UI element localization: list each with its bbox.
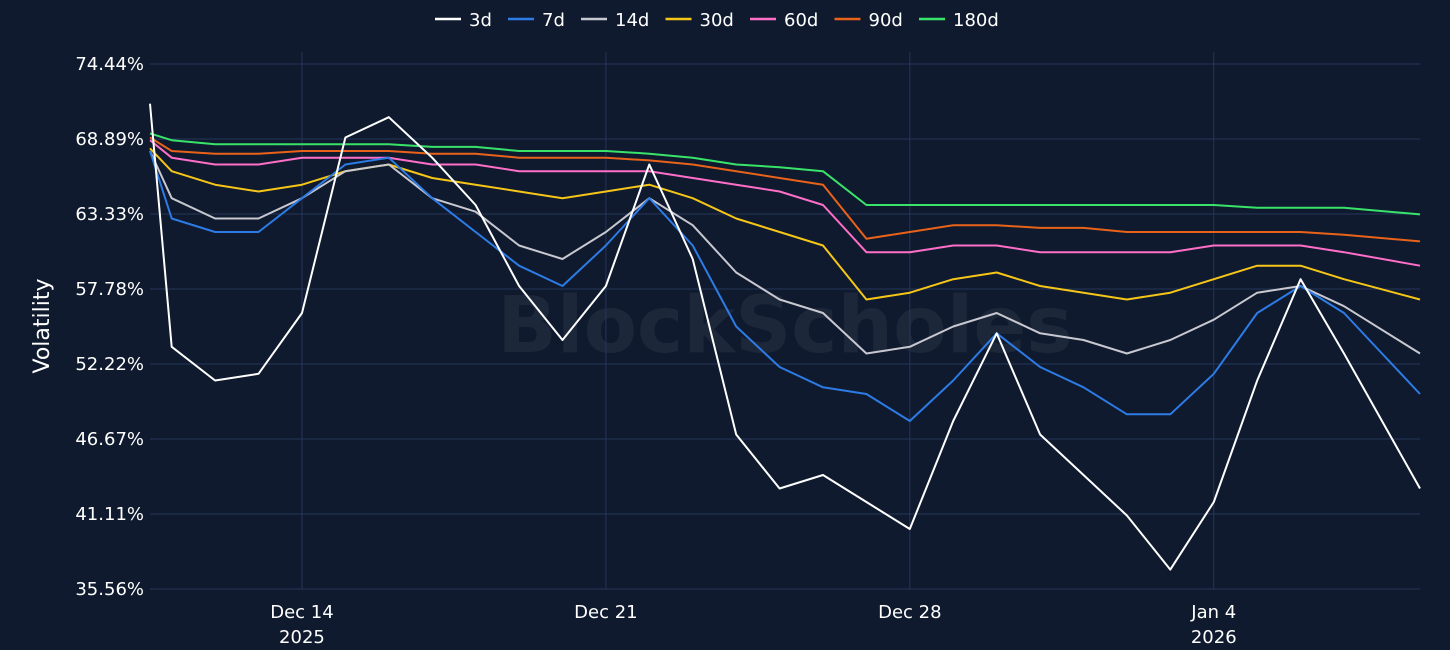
y-gridlines	[150, 63, 1420, 590]
watermark: BlockScholes	[497, 281, 1072, 371]
series-line-3d	[149, 103, 1421, 571]
y-axis-ticks: 35.56% 41.11% 46.67% 52.22% 57.78% 63.33% 68.8…	[75, 54, 144, 600]
legend-label-30d: 30d	[700, 10, 734, 31]
legend-label-7d: 7d	[542, 10, 565, 31]
x-axis-ticks: Dec 14 2025 Dec 21 Dec 28 Jan 4 2026	[270, 602, 1236, 648]
y-tick-label: 63.33%	[75, 204, 144, 225]
series-line-30d	[149, 147, 1421, 301]
y-tick-label: 52.22%	[75, 354, 144, 375]
series-line-180d	[149, 132, 1421, 216]
legend-label-60d: 60d	[784, 10, 818, 31]
x-tick-label: Dec 14	[270, 602, 333, 623]
x-tick-label: Dec 28	[878, 602, 941, 623]
y-tick-label: 74.44%	[75, 54, 144, 75]
y-axis-label: Volatility	[30, 278, 55, 373]
x-tick-label: Jan 4	[1190, 602, 1236, 623]
series-line-90d	[149, 136, 1421, 243]
x-tick-year-label: 2025	[279, 627, 325, 648]
legend-label-3d: 3d	[469, 10, 492, 31]
y-tick-label: 68.89%	[75, 129, 144, 150]
x-tick-label: Dec 21	[574, 602, 637, 623]
y-tick-label: 57.78%	[75, 279, 144, 300]
series-lines	[149, 103, 1421, 571]
y-tick-label: 35.56%	[75, 579, 144, 600]
series-line-60d	[149, 139, 1421, 267]
legend: 3d 7d 14d 30d 60d 90d 180d	[435, 10, 999, 31]
y-tick-label: 46.67%	[75, 429, 144, 450]
x-tick-year-label: 2026	[1191, 627, 1237, 648]
legend-label-90d: 90d	[869, 10, 903, 31]
y-tick-label: 41.11%	[75, 504, 144, 525]
series-line-14d	[149, 150, 1421, 355]
legend-label-14d: 14d	[615, 10, 649, 31]
legend-label-180d: 180d	[953, 10, 999, 31]
